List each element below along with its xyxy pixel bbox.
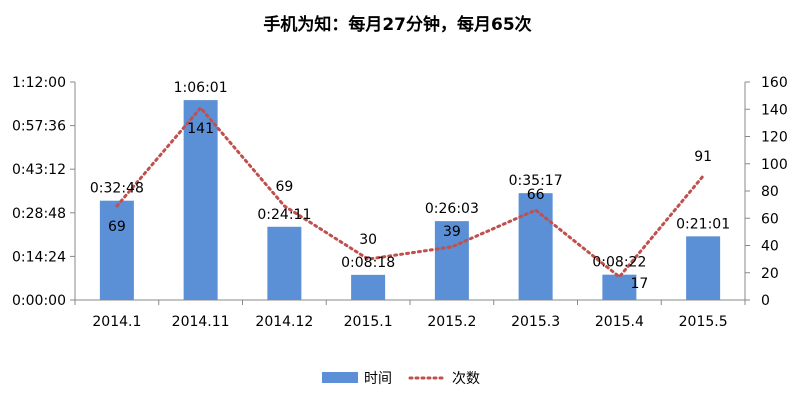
bar	[267, 226, 302, 300]
bar	[351, 274, 386, 300]
line-data-label: 69	[108, 219, 126, 235]
line-data-label: 69	[275, 179, 293, 195]
bar-data-label: 0:08:22	[592, 255, 646, 271]
bar-data-label: 0:26:03	[425, 201, 479, 217]
bar	[183, 100, 218, 300]
legend-label-bar: 时间	[364, 371, 392, 387]
y-tick-label-left: 0:43:12	[12, 162, 66, 178]
y-tick-label-right: 20	[761, 266, 779, 282]
line-data-label: 141	[187, 121, 214, 137]
x-tick-label: 2015.3	[511, 314, 560, 330]
bar-data-label: 0:32:48	[90, 181, 144, 197]
bar	[686, 236, 721, 300]
x-tick-label: 2014.12	[255, 314, 313, 330]
bar	[602, 274, 637, 300]
x-tick-label: 2015.1	[344, 314, 393, 330]
bar-data-label: 0:35:17	[509, 173, 563, 189]
bar-data-label: 0:08:18	[341, 255, 395, 271]
line-series-count	[115, 105, 705, 279]
bar-data-label: 0:24:11	[257, 207, 311, 223]
line-data-label: 30	[359, 232, 377, 248]
x-tick-label: 2015.2	[427, 314, 476, 330]
line-data-label: 66	[527, 187, 545, 203]
line-data-label: 39	[443, 224, 461, 240]
line-data-label: 91	[694, 149, 712, 165]
legend-label-line: 次数	[452, 371, 480, 387]
y-tick-label-left: 1:12:00	[12, 75, 66, 91]
y-tick-label-right: 120	[761, 130, 788, 146]
y-tick-label-right: 80	[761, 184, 779, 200]
chart-title: 手机为知：每月27分钟，每月65次	[263, 15, 532, 35]
bar-data-label: 1:06:01	[174, 80, 228, 96]
bar-data-label: 0:21:01	[676, 216, 730, 232]
y-tick-label-right: 40	[761, 239, 779, 255]
y-tick-label-right: 100	[761, 157, 788, 173]
y-tick-label-right: 140	[761, 102, 788, 118]
y-tick-label-left: 0:14:24	[12, 249, 66, 265]
line-data-label: 17	[630, 276, 648, 292]
x-tick-label: 2015.4	[595, 314, 644, 330]
x-tick-label: 2015.5	[679, 314, 728, 330]
y-tick-label-left: 0:28:48	[12, 206, 66, 222]
y-tick-label-left: 0:57:36	[12, 119, 66, 135]
x-tick-label: 2014.1	[92, 314, 141, 330]
bar	[99, 200, 134, 300]
y-tick-label-left: 0:00:00	[12, 293, 66, 309]
y-tick-label-right: 0	[761, 293, 770, 309]
y-tick-label-right: 60	[761, 211, 779, 227]
x-tick-label: 2014.11	[172, 314, 230, 330]
legend-swatch-bar	[322, 372, 358, 383]
y-tick-label-right: 160	[761, 75, 788, 91]
bar	[434, 221, 469, 300]
